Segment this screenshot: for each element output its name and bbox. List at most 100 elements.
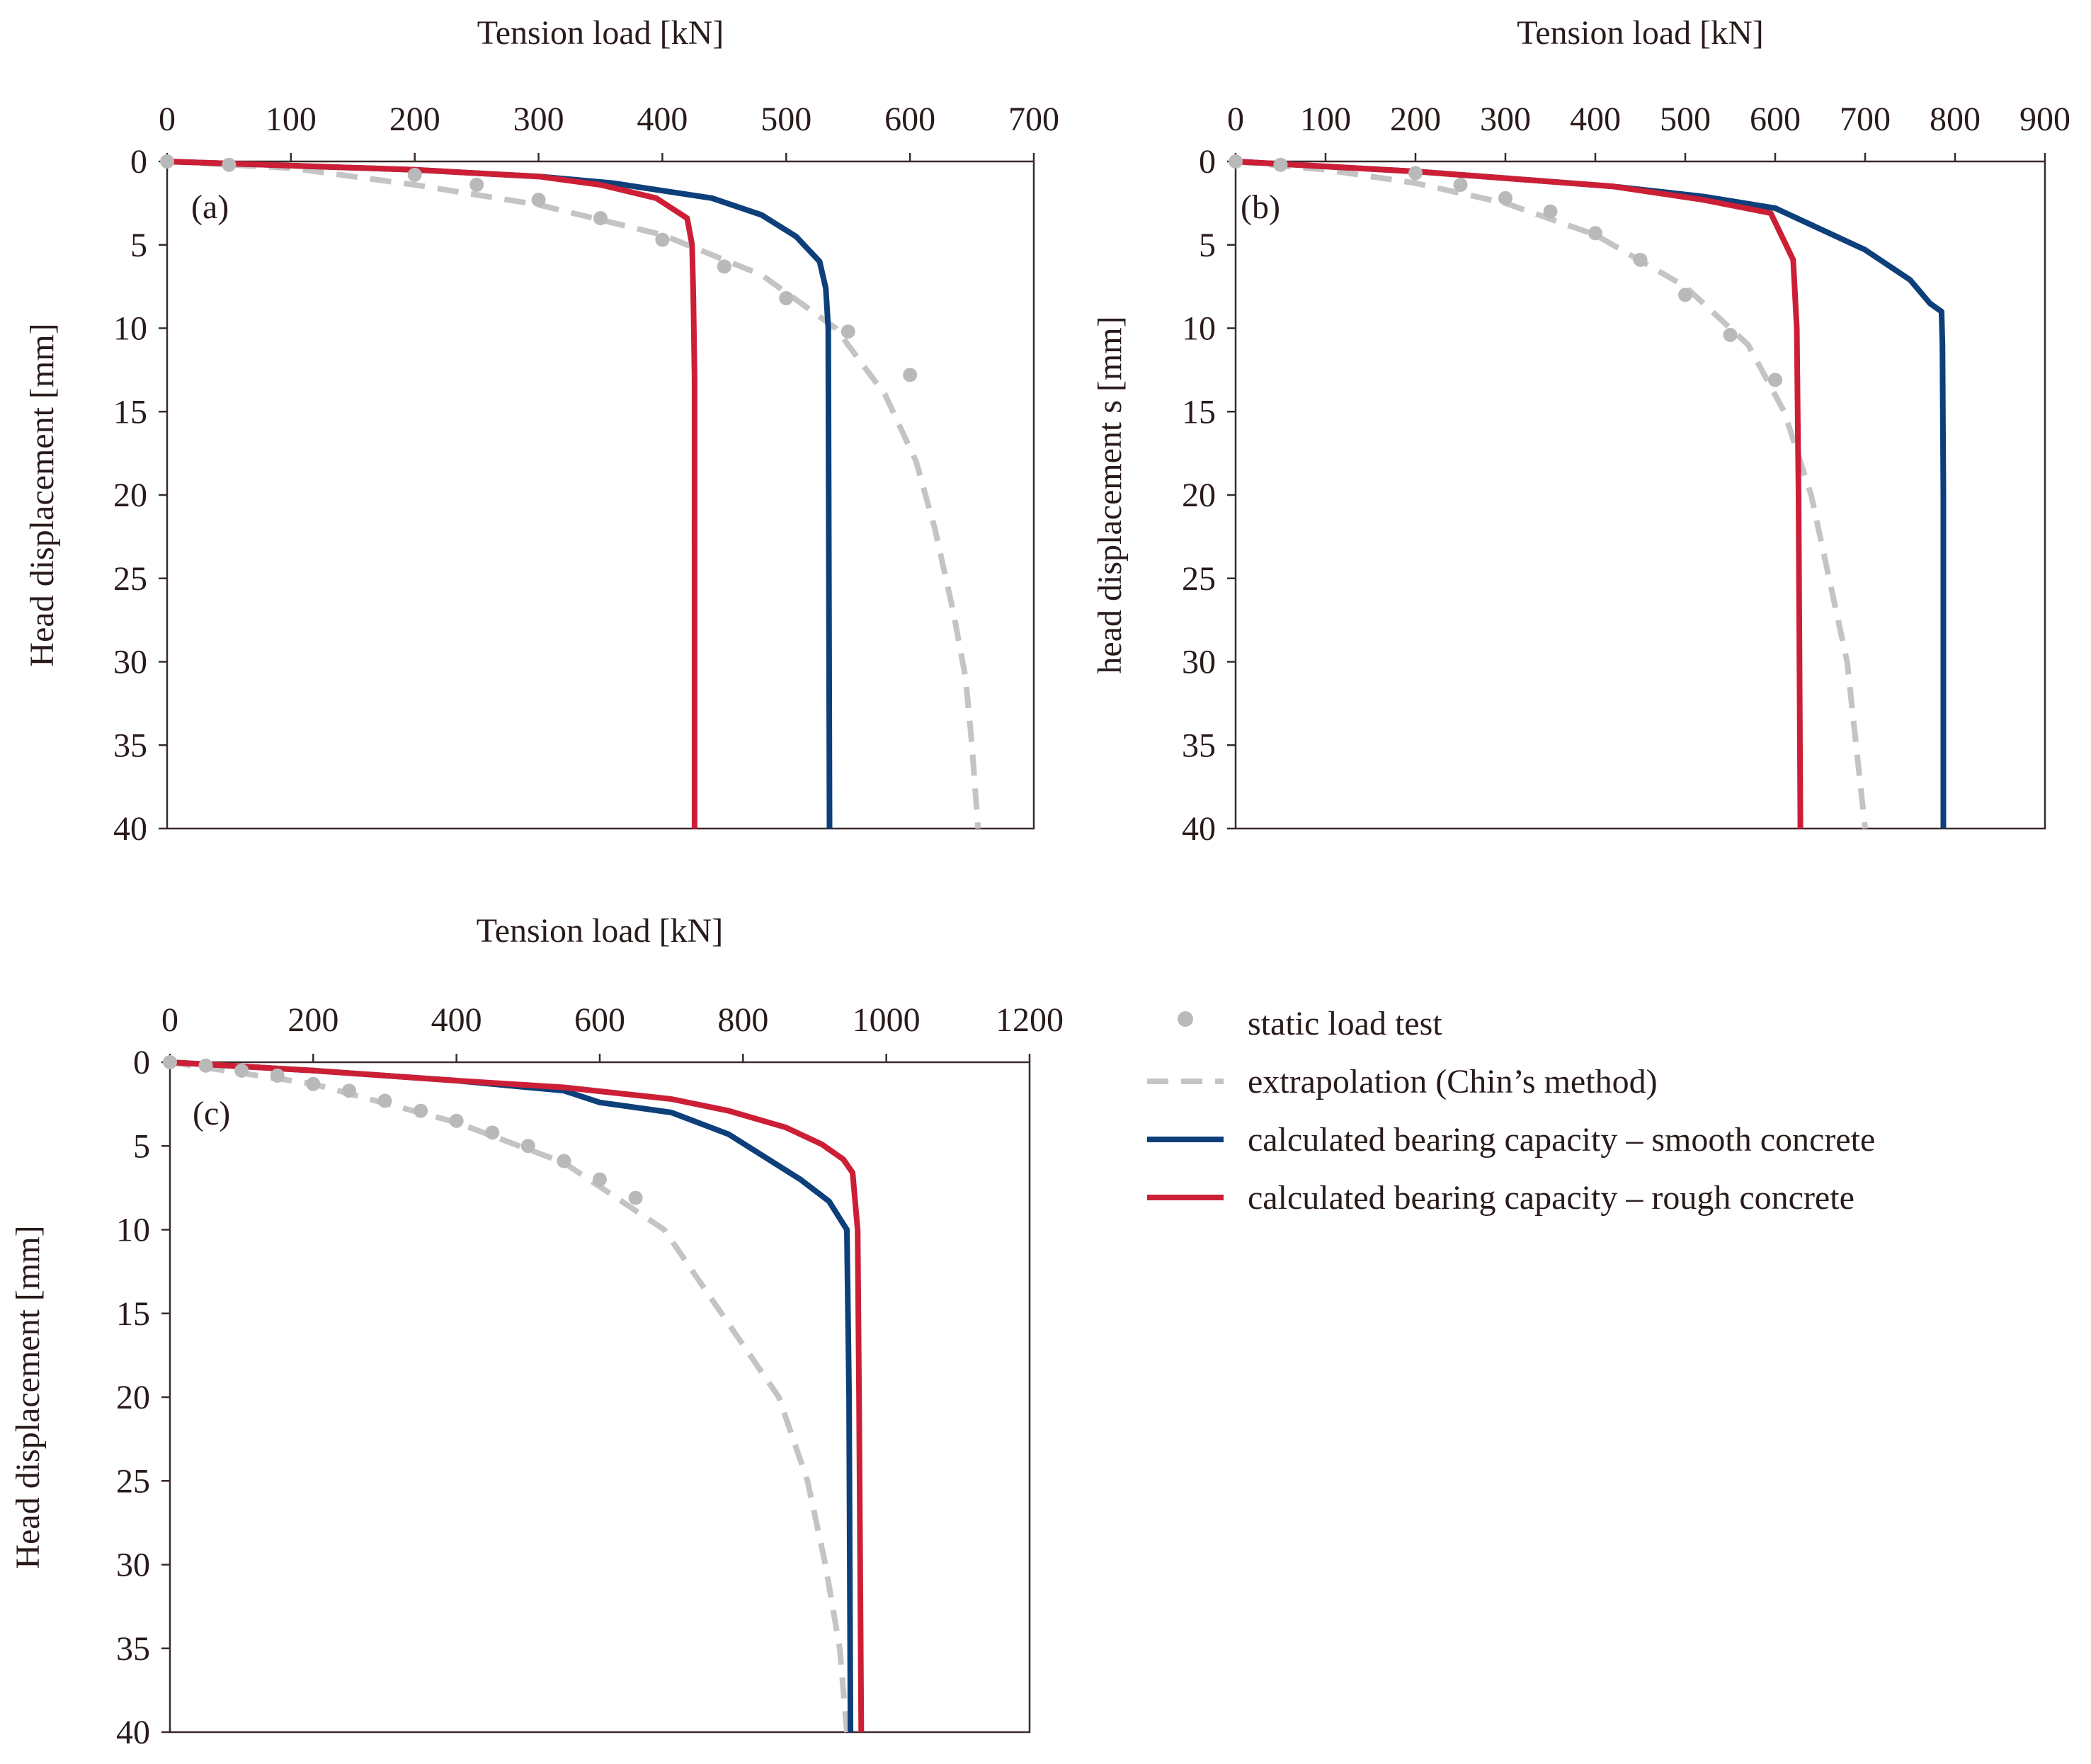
x-tick-label: 400 (637, 101, 688, 138)
y-tick-label: 5 (130, 227, 147, 264)
x-tick-label: 100 (266, 101, 317, 138)
legend-item-smooth: calculated bearing capacity – smooth con… (1147, 1121, 1875, 1159)
y-tick-label: 25 (116, 1462, 150, 1500)
test-point (414, 1103, 428, 1118)
legend-label: calculated bearing capacity – smooth con… (1248, 1121, 1875, 1159)
x-tick-label: 300 (1480, 101, 1531, 138)
y-tick-label: 5 (1199, 227, 1216, 264)
test-point (449, 1113, 464, 1128)
y-tick-label: 40 (1182, 810, 1216, 848)
x-axis-title: Tension load [kN] (477, 912, 724, 950)
chart-panel-0: 0 100 200 300 400 500 600 700 0 5 10 15 20 25 30 35 40 Te… (23, 14, 1059, 848)
y-axis-title: head displacement s [mm] (1091, 316, 1129, 673)
test-point (407, 167, 422, 182)
test-point (198, 1058, 213, 1073)
test-point (270, 1068, 285, 1083)
test-point (593, 211, 608, 226)
legend-label: static load test (1248, 1005, 1442, 1042)
test-point (163, 1055, 177, 1069)
test-point (841, 324, 855, 339)
series-line-smooth (166, 159, 833, 829)
test-point (377, 1093, 392, 1108)
series-line-rough (169, 1059, 865, 1733)
x-tick-label: 1000 (853, 1001, 921, 1039)
test-point (531, 193, 546, 207)
y-tick-label: 40 (116, 1714, 150, 1751)
x-tick-label: 300 (513, 101, 564, 138)
y-tick-label: 35 (116, 1630, 150, 1668)
legend-item-rough: calculated bearing capacity – rough conc… (1147, 1179, 1854, 1217)
y-tick-label: 10 (116, 1212, 150, 1249)
test-point (1678, 288, 1692, 302)
test-point (1408, 166, 1423, 181)
series-line-extrapolation (169, 1059, 850, 1733)
y-tick-label: 15 (1182, 393, 1216, 431)
x-tick-label: 0 (159, 101, 176, 138)
test-point (341, 1083, 356, 1098)
y-tick-label: 20 (113, 477, 147, 514)
y-tick-label: 25 (1182, 560, 1216, 598)
series-line-smooth (1235, 159, 1947, 829)
y-tick-label: 25 (113, 560, 147, 598)
x-tick-label: 500 (1660, 101, 1711, 138)
test-point (557, 1154, 571, 1168)
legend-label: extrapolation (Chin’s method) (1248, 1063, 1658, 1100)
x-tick-label: 600 (1750, 101, 1801, 138)
test-point (628, 1190, 643, 1205)
y-tick-label: 30 (116, 1547, 150, 1584)
test-point (306, 1076, 321, 1091)
y-tick-label: 20 (116, 1379, 150, 1416)
test-point (655, 232, 670, 247)
test-point (1543, 204, 1558, 219)
y-tick-label: 0 (133, 1044, 150, 1081)
x-tick-label: 700 (1840, 101, 1891, 138)
y-tick-label: 10 (113, 310, 147, 348)
x-tick-label: 700 (1008, 101, 1059, 138)
x-tick-label: 500 (760, 101, 811, 138)
x-axis-title: Tension load [kN] (1517, 14, 1764, 52)
legend-item-extrapolation: extrapolation (Chin’s method) (1147, 1063, 1658, 1100)
test-point (1453, 177, 1468, 192)
test-point (1633, 252, 1648, 267)
y-tick-label: 30 (113, 644, 147, 681)
test-point (779, 291, 794, 306)
test-point (1273, 157, 1288, 172)
legend-label: calculated bearing capacity – rough conc… (1248, 1179, 1854, 1217)
x-tick-label: 100 (1300, 101, 1351, 138)
plot-frame (166, 160, 1035, 830)
y-tick-label: 35 (1182, 727, 1216, 764)
y-tick-label: 15 (116, 1295, 150, 1333)
legend: static load test extrapolation (Chin’s me… (1147, 1005, 1875, 1217)
series-line-smooth (169, 1059, 854, 1733)
x-tick-label: 600 (574, 1001, 625, 1039)
y-tick-label: 0 (130, 143, 147, 181)
panel-label: (c) (193, 1095, 230, 1132)
x-axis-title: Tension load [kN] (477, 14, 724, 52)
y-axis-title: Head displacement [mm] (9, 1225, 47, 1569)
x-tick-label: 200 (1390, 101, 1441, 138)
x-tick-label: 600 (884, 101, 935, 138)
legend-item-test: static load test (1178, 1005, 1442, 1042)
panel-label: (b) (1241, 188, 1280, 226)
x-tick-label: 200 (287, 1001, 338, 1039)
test-point (1768, 372, 1782, 387)
x-tick-label: 800 (717, 1001, 768, 1039)
x-tick-label: 1200 (996, 1001, 1064, 1039)
y-tick-label: 0 (1199, 143, 1216, 181)
test-point (520, 1139, 535, 1154)
test-point (903, 368, 918, 382)
y-tick-label: 5 (133, 1127, 150, 1165)
y-axis-title: Head displacement [mm] (23, 323, 61, 666)
series-line-extrapolation (166, 159, 981, 829)
test-point (469, 177, 484, 192)
test-point (485, 1125, 500, 1140)
x-tick-label: 200 (389, 101, 440, 138)
test-point (222, 157, 237, 172)
x-tick-label: 400 (1570, 101, 1621, 138)
y-tick-label: 20 (1182, 477, 1216, 514)
series-line-rough (166, 159, 697, 829)
legend-marker (1178, 1011, 1193, 1027)
chart-panel-1: 0 100 200 300 400 500 600 700 800 900 0 5 10 15 20 25 30… (1091, 14, 2070, 848)
panel-label: (a) (191, 188, 229, 226)
x-tick-label: 0 (161, 1001, 178, 1039)
